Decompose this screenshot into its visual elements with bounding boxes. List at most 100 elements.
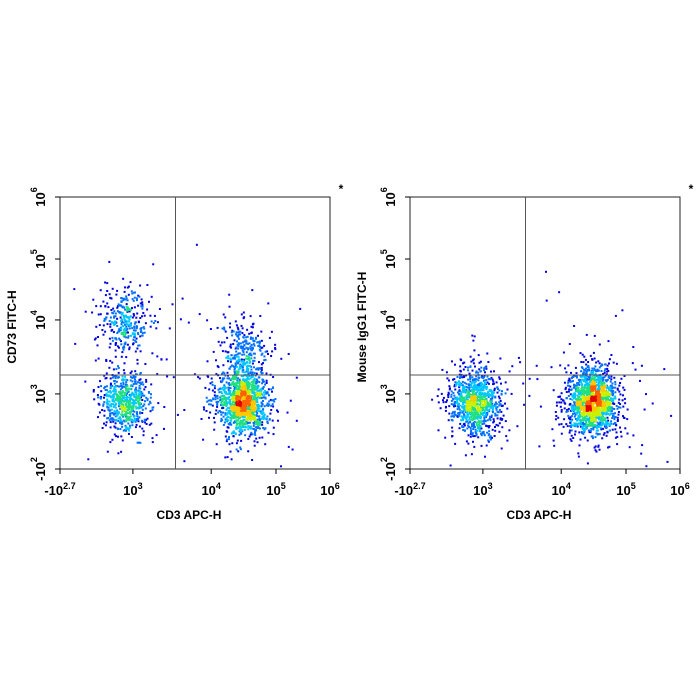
data-point: [141, 305, 144, 308]
data-point: [245, 418, 248, 421]
data-point: [225, 408, 228, 411]
data-point: [120, 407, 123, 410]
data-point: [123, 429, 126, 431]
data-point: [133, 410, 136, 413]
data-point: [583, 390, 586, 393]
data-point: [121, 311, 124, 314]
data-point: [121, 390, 124, 393]
data-point: [254, 426, 257, 429]
data-point: [73, 288, 76, 291]
data-point: [122, 404, 125, 407]
data-point: [254, 409, 256, 412]
data-point: [599, 423, 602, 426]
data-point: [581, 425, 584, 428]
data-point: [121, 403, 124, 406]
data-point: [243, 316, 246, 319]
data-point: [508, 370, 511, 373]
data-point: [238, 366, 241, 369]
data-point: [453, 394, 456, 397]
data-point: [235, 392, 238, 395]
data-point: [476, 403, 479, 406]
data-point: [263, 391, 265, 394]
data-point: [119, 419, 122, 422]
data-point: [576, 390, 579, 393]
data-point: [226, 426, 229, 429]
data-point: [483, 417, 486, 420]
data-point: [237, 362, 239, 365]
data-point: [243, 385, 245, 388]
data-point: [483, 416, 486, 419]
data-point: [139, 411, 142, 414]
data-point: [593, 367, 596, 370]
data-point: [124, 378, 127, 381]
data-point: [128, 424, 131, 427]
data-point: [559, 364, 562, 367]
data-point: [140, 298, 143, 301]
data-point: [475, 380, 477, 383]
data-point: [612, 399, 615, 402]
data-point: [139, 393, 142, 396]
data-point: [231, 391, 234, 394]
data-point: [225, 416, 228, 419]
data-point: [471, 334, 474, 337]
data-point: [260, 330, 263, 333]
data-point: [468, 404, 471, 407]
data-point: [252, 424, 255, 427]
data-point: [586, 390, 589, 393]
data-point: [142, 405, 145, 407]
data-point: [566, 410, 569, 413]
data-point: [241, 349, 244, 352]
data-point: [569, 380, 572, 383]
data-point: [235, 421, 238, 424]
data-point: [138, 379, 141, 382]
data-point: [608, 389, 611, 392]
data-point: [109, 385, 112, 388]
data-point: [115, 411, 118, 413]
data-point: [144, 421, 147, 424]
data-point: [258, 381, 261, 383]
data-point: [148, 391, 150, 394]
data-point: [600, 420, 603, 422]
data-point: [570, 406, 573, 409]
data-point: [447, 393, 450, 396]
data-point: [108, 419, 111, 422]
data-point: [222, 404, 225, 406]
data-point: [622, 405, 625, 408]
data-point: [251, 407, 254, 410]
data-point: [224, 387, 227, 389]
data-point: [133, 401, 136, 404]
data-point: [471, 376, 474, 379]
data-point: [237, 368, 240, 371]
data-point: [139, 350, 142, 353]
data-point: [580, 370, 583, 373]
data-point: [454, 363, 456, 366]
y-tick-label: 106: [29, 187, 48, 206]
data-point: [475, 422, 478, 425]
data-point: [500, 392, 503, 395]
data-point: [585, 423, 588, 426]
data-point: [137, 304, 140, 307]
data-point: [601, 417, 604, 419]
data-point: [141, 315, 143, 318]
data-point: [241, 382, 244, 385]
data-point: [261, 372, 264, 375]
data-point: [111, 336, 114, 339]
data-point: [618, 384, 621, 387]
data-point: [132, 402, 135, 405]
data-point: [142, 312, 145, 314]
data-point: [608, 409, 611, 412]
data-point: [482, 400, 484, 402]
data-point: [578, 384, 581, 386]
data-point: [457, 380, 460, 383]
data-point: [116, 385, 119, 388]
data-point: [459, 404, 462, 407]
data-point: [519, 361, 522, 364]
data-point: [588, 431, 591, 433]
data-point: [466, 413, 469, 416]
data-point: [586, 417, 589, 420]
data-point: [183, 409, 186, 411]
data-point: [206, 360, 209, 363]
data-point: [136, 419, 139, 422]
data-point: [240, 324, 243, 327]
data-point: [258, 424, 261, 427]
